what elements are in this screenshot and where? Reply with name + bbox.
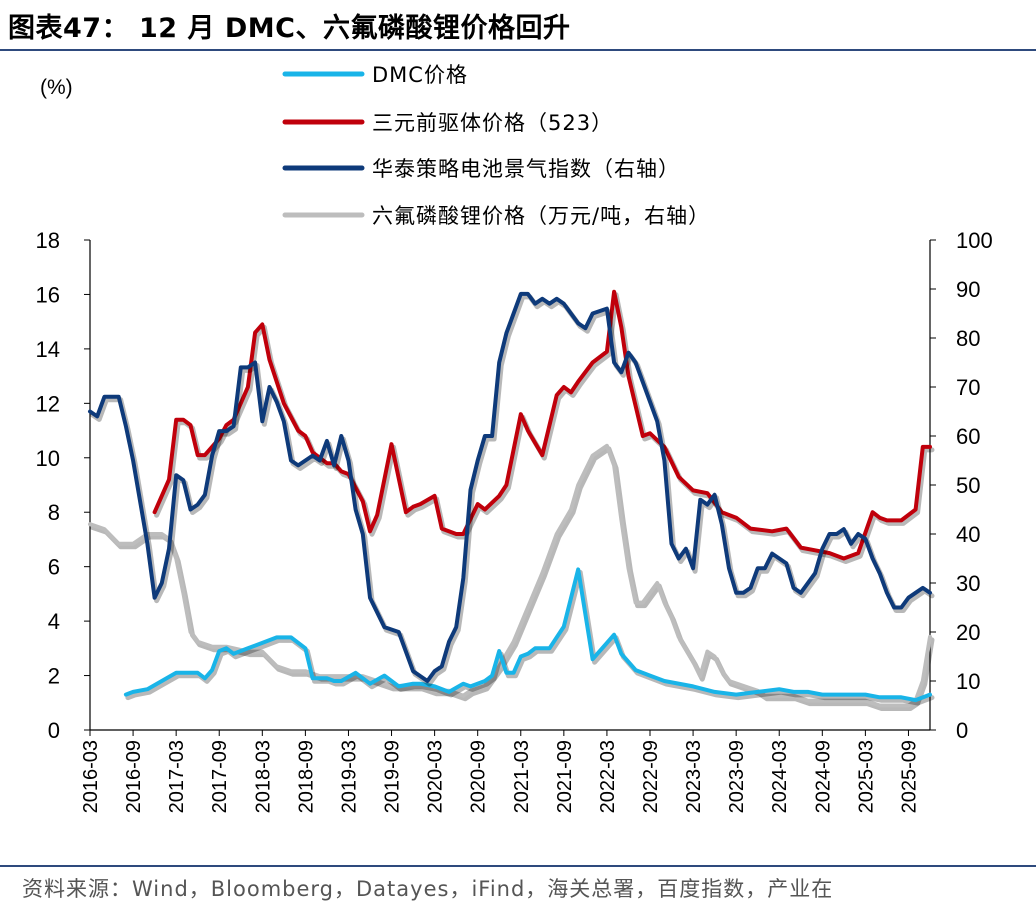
series-line — [123, 567, 932, 703]
title-divider — [0, 49, 1036, 51]
right-tick-label: 30 — [956, 571, 980, 596]
x-tick-label: 2024-09 — [812, 740, 834, 813]
series-shadow — [125, 569, 935, 706]
right-tick-label: 80 — [956, 326, 980, 351]
left-tick-label: 6 — [48, 555, 60, 580]
x-tick-label: 2023-09 — [726, 740, 748, 813]
left-tick-label: 8 — [48, 500, 60, 525]
right-tick-label: 10 — [956, 669, 980, 694]
left-tick-label: 14 — [36, 337, 60, 362]
x-tick-label: 2017-09 — [209, 740, 231, 813]
x-tick-label: 2019-09 — [382, 740, 404, 813]
line-chart: 0 2 4 6 8 10 12 14 16 18 0 10 20 30 40 50 60 70 80 90 100 (%)… — [36, 63, 993, 813]
right-tick-label: 60 — [956, 424, 980, 449]
legend-label: 三元前驱体价格（523） — [372, 111, 613, 135]
x-tick-label: 2018-09 — [295, 740, 317, 813]
x-tick-label: 2024-03 — [769, 740, 791, 813]
right-tick-label: 70 — [956, 375, 980, 400]
source-note: 资料来源：Wind，Bloomberg，Datayes，iFind，海关总署，百… — [22, 877, 834, 901]
legend-label: 华泰策略电池景气指数（右轴） — [372, 157, 680, 181]
figure-title: 图表47： 12 月 DMC、六氟磷酸锂价格回升 — [8, 13, 571, 44]
series-line — [88, 443, 932, 708]
left-tick-label: 12 — [36, 391, 60, 416]
x-tick-label: 2016-03 — [80, 740, 102, 813]
right-tick-label: 40 — [956, 522, 980, 547]
left-axis-unit: (%) — [40, 76, 73, 99]
x-tick-label: 2019-03 — [338, 740, 360, 813]
series-shadow — [89, 294, 935, 687]
footer-divider — [0, 865, 1036, 867]
x-tick-label: 2021-03 — [511, 740, 533, 813]
x-tick-label: 2016-09 — [123, 740, 145, 813]
left-tick-label: 4 — [48, 609, 60, 634]
right-tick-label: 20 — [956, 620, 980, 645]
x-tick-label: 2023-03 — [683, 740, 705, 813]
right-tick-label: 0 — [956, 718, 968, 743]
right-tick-label: 50 — [956, 473, 980, 498]
x-tick-label: 2022-03 — [597, 740, 619, 813]
x-tick-label: 2025-09 — [898, 740, 920, 813]
x-tick-label: 2021-09 — [554, 740, 576, 813]
x-tick-label: 2018-03 — [252, 740, 274, 813]
right-tick-label: 100 — [956, 228, 993, 253]
left-tick-label: 18 — [36, 228, 60, 253]
x-tick-label: 2017-03 — [166, 740, 188, 813]
series-layer — [88, 289, 935, 711]
series-line — [88, 291, 932, 683]
left-tick-label: 16 — [36, 282, 60, 307]
left-tick-label: 10 — [36, 446, 60, 471]
legend-label: DMC价格 — [372, 63, 468, 87]
x-tick-label: 2022-09 — [640, 740, 662, 813]
right-tick-label: 90 — [956, 277, 980, 302]
series-shadow — [154, 292, 935, 564]
x-tick-label: 2020-09 — [468, 740, 490, 813]
x-tick-label: 2025-03 — [855, 740, 877, 813]
x-tick-label: 2020-03 — [425, 740, 447, 813]
left-tick-label: 0 — [48, 718, 60, 743]
left-tick-label: 2 — [48, 664, 60, 689]
series-line — [152, 289, 932, 561]
legend-label: 六氟磷酸锂价格（万元/吨，右轴） — [372, 204, 710, 228]
